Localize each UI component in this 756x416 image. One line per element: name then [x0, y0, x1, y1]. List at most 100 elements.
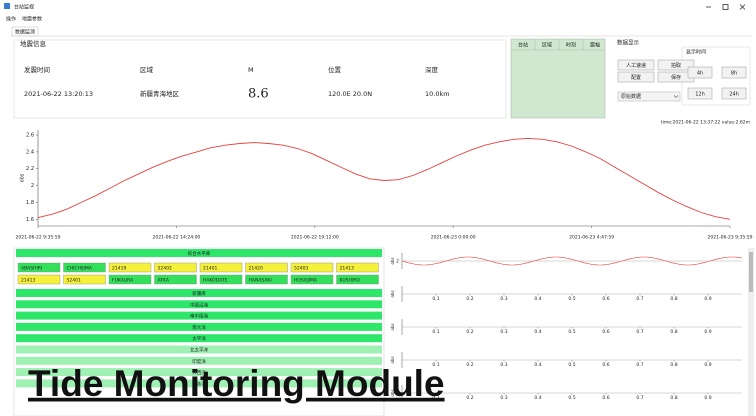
station-label[interactable]: HOSOJIMA	[294, 278, 318, 284]
button-label[interactable]: 24h	[729, 92, 739, 98]
station-chip[interactable]	[336, 262, 379, 273]
station-label[interactable]: 21413	[21, 278, 35, 284]
station-chip[interactable]	[17, 274, 61, 285]
button[interactable]	[687, 66, 713, 79]
station-label[interactable]: 21401	[203, 266, 217, 272]
dropdown-label[interactable]: 原始数据	[621, 93, 641, 100]
button-label[interactable]: 拍取	[671, 62, 681, 69]
scrollbar[interactable]	[748, 248, 754, 416]
button[interactable]	[687, 87, 713, 100]
station-chip[interactable]	[63, 274, 106, 285]
mini-x-tick-label: 0.4	[534, 329, 541, 335]
station-label[interactable]: HAKODATE	[203, 278, 228, 284]
dropdown[interactable]	[617, 91, 681, 102]
group-label[interactable]: 中国沿海	[190, 301, 208, 308]
station-chip[interactable]	[290, 274, 334, 285]
station-chip[interactable]	[245, 262, 288, 273]
group-bar[interactable]	[16, 356, 382, 365]
station-label[interactable]: FUKAURA	[112, 278, 134, 284]
group-label[interactable]: 印度洋	[192, 358, 206, 365]
button[interactable]	[617, 71, 655, 83]
mini-x-tick-label: 0.2	[466, 395, 473, 401]
button-label[interactable]: 配置	[631, 75, 641, 81]
tab-label[interactable]: 数据监测	[15, 29, 35, 36]
group-bar[interactable]	[16, 379, 382, 388]
time-legend: 显示时间	[686, 49, 706, 56]
group-label[interactable]: 新疆库	[192, 290, 206, 297]
quake-header: 位置	[328, 65, 342, 74]
mini-x-tick-label: 0.9	[704, 329, 711, 335]
station-chip[interactable]	[336, 274, 379, 285]
station-chip[interactable]	[290, 262, 334, 273]
mini-y-label: obs	[390, 389, 395, 396]
group-bar[interactable]	[16, 345, 382, 354]
group-bar[interactable]	[16, 322, 382, 331]
station-chip[interactable]	[245, 274, 288, 285]
maximize-button[interactable]	[722, 4, 729, 10]
close-button[interactable]	[739, 4, 746, 10]
group-bar[interactable]	[16, 289, 382, 297]
station-chip[interactable]	[199, 262, 243, 273]
mini-x-tick-label: 0.8	[670, 296, 677, 302]
button[interactable]	[721, 66, 747, 79]
button[interactable]	[617, 59, 655, 71]
group-bar[interactable]	[16, 334, 382, 343]
mini-x-tick-label: 0.4	[534, 296, 541, 302]
menu-item[interactable]: 地震参数	[22, 16, 42, 23]
group-bar[interactable]	[16, 311, 382, 320]
mini-x-tick-label: 0.1	[432, 296, 439, 302]
group-label[interactable]: 大西洋	[192, 369, 206, 376]
table-header: 区域	[542, 42, 552, 49]
button-label[interactable]: 保存	[671, 74, 681, 81]
station-label[interactable]: ATKA	[158, 278, 170, 284]
button-label[interactable]: 人工速递	[626, 62, 646, 69]
station-label[interactable]: 52403	[294, 266, 308, 272]
station-label[interactable]: 52401	[67, 278, 81, 284]
mini-x-tick-label: 0.6	[602, 395, 609, 401]
quake-value: 10.0km	[425, 90, 450, 98]
station-label[interactable]: KUSHIRO	[340, 278, 361, 284]
group-bar[interactable]	[16, 368, 382, 377]
quake-header: M	[248, 66, 254, 74]
quake-header: 发震时间	[24, 65, 50, 74]
group-label[interactable]: 南中国海	[190, 313, 208, 320]
mini-x-tick-label: 0.6	[602, 329, 609, 335]
station-chip[interactable]	[199, 274, 243, 285]
station-chip[interactable]	[17, 262, 61, 273]
group-label[interactable]: 北太平洋	[190, 347, 208, 354]
station-label[interactable]: 21420	[249, 266, 263, 272]
button-label[interactable]: 4h	[697, 71, 703, 77]
group-bar[interactable]	[16, 300, 382, 309]
station-label[interactable]: 21419	[112, 266, 126, 272]
mini-x-tick-label: 0.8	[670, 362, 677, 368]
group-label[interactable]: 太平洋	[192, 335, 206, 342]
table-header: 时刻	[566, 42, 576, 49]
station-chip[interactable]	[63, 262, 106, 273]
y-tick-label: 2.4	[26, 149, 34, 155]
station-label[interactable]: 21413	[340, 266, 354, 272]
mini-x-tick-label: 0.2	[466, 329, 473, 335]
station-label[interactable]: 52402	[158, 266, 172, 272]
mini-x-tick-label: 0.2	[466, 296, 473, 302]
menu-item[interactable]: 操作	[6, 16, 16, 23]
group-label[interactable]: 北冰洋	[192, 380, 206, 387]
group-label[interactable]: 南大洋	[192, 324, 206, 331]
mini-y-label: obs	[390, 257, 395, 264]
station-chip[interactable]	[154, 274, 197, 285]
button[interactable]	[657, 59, 695, 71]
scroll-thumb[interactable]	[749, 252, 753, 292]
cursor-readout: time:2021-06-22 13:37:22 value:2.62m	[661, 120, 750, 126]
station-chip[interactable]	[108, 274, 152, 285]
button[interactable]	[721, 87, 747, 100]
station-label[interactable]: CHICHIJIMA	[67, 266, 93, 272]
quake-value: 120.0E 20.0N	[328, 90, 372, 98]
station-label[interactable]: ABASHIRI	[21, 266, 42, 272]
button-label[interactable]: 8h	[731, 71, 737, 77]
station-chip[interactable]	[154, 262, 197, 273]
station-label[interactable]: HANASAKI	[249, 278, 272, 284]
header-label: 综合水平库	[188, 250, 211, 257]
mini-x-tick-label: 0.3	[500, 329, 507, 335]
station-chip[interactable]	[108, 262, 152, 273]
button-label[interactable]: 12h	[695, 92, 705, 98]
